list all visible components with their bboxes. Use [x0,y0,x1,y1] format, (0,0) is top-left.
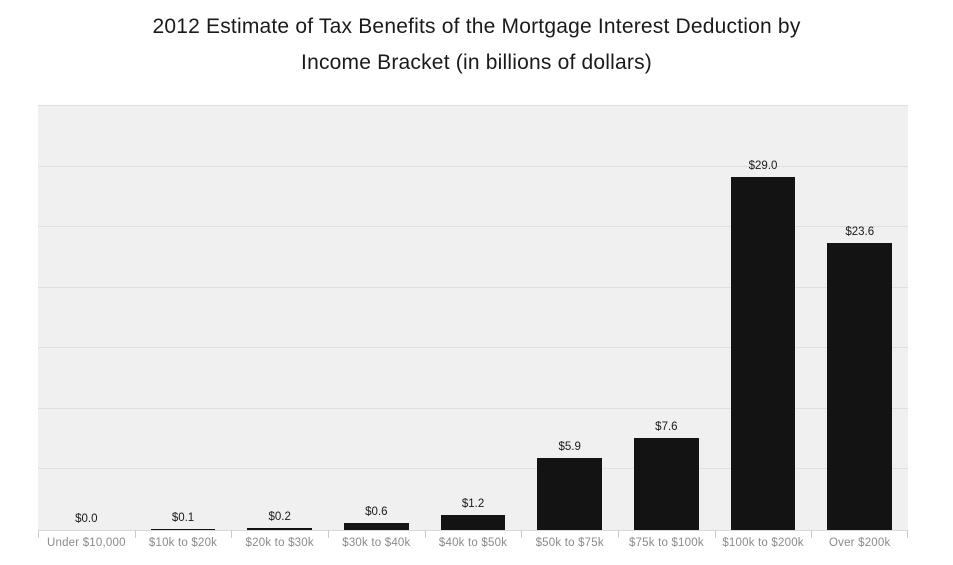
bar [150,528,216,530]
bar [827,242,893,530]
axis-tick [231,530,233,538]
gridline [38,286,908,288]
x-axis-category-label: $30k to $40k [342,537,411,549]
bar-column: $0.2 [231,106,328,530]
bar-value-label: $23.6 [845,225,875,238]
bar-column: $5.9 [521,106,618,530]
gridline [38,468,908,470]
axis-tick [714,530,716,538]
axis-tick [424,530,426,538]
bar [730,177,796,530]
bar-column: $7.6 [618,106,715,530]
x-axis-category-label: $75k to $100k [628,537,704,549]
bars-row: $0.0 $0.1 $0.2 $0.6 $1.2 $5.9 $7.6 $29.0 $23.6 [38,106,908,530]
axis-tick [327,530,329,538]
gridline [38,165,908,167]
axis-tick [38,530,39,538]
plot-area: $0.0 $0.1 $0.2 $0.6 $1.2 $5.9 $7.6 $29.0 $23.6 [38,105,908,538]
bar-column: $0.1 [135,106,232,530]
x-axis-category-label: $10k to $20k [148,537,218,549]
bar [440,515,506,530]
gridline [38,226,908,228]
gridline [38,407,908,409]
bar-value-label: $0.1 [171,511,195,524]
bar-value-label: $0.6 [365,505,388,518]
axis-tick [811,530,813,538]
chart-title: 2012 Estimate of Tax Benefits of the Mor… [0,0,953,81]
x-axis-category-label: $40k to $50k [438,537,508,549]
bar-value-label: $0.2 [268,510,291,523]
x-axis-category-label: Under $10,000 [46,537,126,549]
bar-value-label: $5.9 [558,441,581,454]
x-axis-category-label: $50k to $75k [535,537,604,549]
chart-title-line2: Income Bracket (in billions of dollars) [301,51,652,74]
x-axis-labels: Under $10,000 $10k to $20k $20k to $30k $30… [38,537,908,549]
bar-column: $23.6 [811,106,908,530]
plot-wrap: $0.0 $0.1 $0.2 $0.6 $1.2 $5.9 $7.6 $29.0 $23.6 [38,105,908,538]
bar-value-label: $1.2 [461,498,485,511]
gridline [38,347,908,349]
x-axis-category-label: $20k to $30k [245,537,314,549]
bar-value-label: $29.0 [748,160,778,173]
axis-tick [134,530,136,538]
chart-title-line1: 2012 Estimate of Tax Benefits of the Mor… [152,15,801,38]
bar-value-label: $7.6 [655,420,678,433]
bar [537,458,603,530]
bar-column: $0.6 [328,106,425,530]
x-axis-category-label: Over $200k [828,537,891,549]
bar [343,522,409,530]
bar [247,527,313,530]
x-axis-category-label: $100k to $200k [722,537,804,549]
bar-column: $29.0 [715,106,812,530]
bar-column: $1.2 [425,106,522,530]
bar-column: $0.0 [38,106,135,530]
bar [633,437,699,530]
axis-tick [521,530,523,538]
axis-tick [617,530,619,538]
axis-tick [907,530,908,538]
bar-value-label: $0.0 [75,513,98,525]
